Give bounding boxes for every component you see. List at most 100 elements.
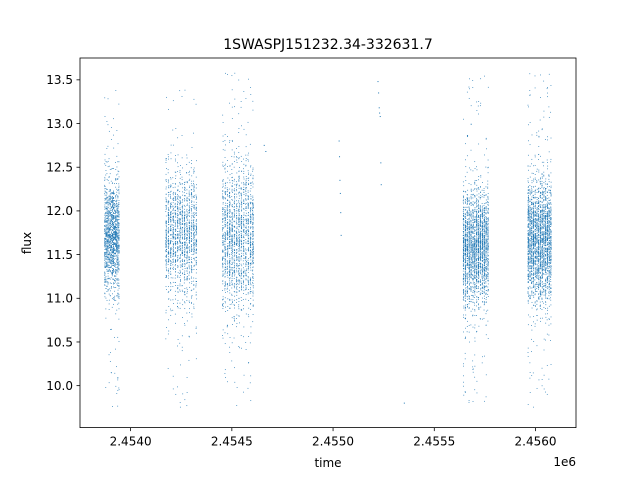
data-point [246, 261, 247, 263]
data-point [172, 206, 174, 208]
data-point [110, 220, 112, 222]
data-point [172, 228, 174, 230]
data-point [104, 198, 106, 199]
data-point [180, 364, 181, 366]
data-point [481, 290, 483, 292]
data-point [193, 189, 195, 191]
data-point [193, 277, 195, 279]
data-point [248, 248, 249, 250]
data-point [243, 308, 244, 310]
data-point [229, 233, 231, 235]
data-point [188, 300, 190, 302]
data-point [467, 233, 468, 235]
data-point [238, 217, 240, 219]
data-point [108, 243, 110, 244]
data-point [189, 202, 190, 204]
data-point [233, 337, 235, 339]
data-point [104, 217, 106, 219]
data-point [107, 224, 109, 225]
data-point [116, 366, 117, 368]
data-point [111, 247, 112, 249]
data-point [224, 234, 226, 236]
data-point [177, 223, 178, 225]
data-point [105, 248, 107, 249]
data-point [104, 262, 106, 264]
data-point [188, 221, 190, 223]
data-point [249, 265, 251, 267]
data-point [222, 219, 223, 220]
data-point [238, 290, 240, 292]
data-point [177, 238, 179, 240]
data-point [184, 292, 185, 294]
data-point [118, 191, 120, 193]
data-point [107, 246, 109, 247]
data-point [245, 288, 247, 290]
data-point [248, 214, 249, 216]
data-point [108, 227, 110, 229]
data-point [232, 251, 233, 253]
data-point [107, 264, 109, 266]
data-point [181, 335, 183, 337]
data-point [117, 389, 119, 391]
data-point [112, 182, 113, 184]
data-point [114, 234, 115, 236]
data-point [234, 240, 235, 242]
data-point [112, 205, 113, 207]
data-point [110, 250, 112, 252]
data-point [193, 225, 195, 227]
data-point [117, 264, 119, 265]
data-point [229, 223, 231, 224]
data-point [476, 239, 478, 241]
data-point [177, 246, 179, 247]
data-point [107, 273, 109, 274]
data-point [195, 231, 197, 233]
data-point [174, 236, 176, 238]
data-point [172, 187, 174, 189]
data-point [170, 239, 172, 241]
data-point [224, 224, 226, 226]
data-point [177, 197, 178, 199]
data-point [186, 208, 188, 210]
data-point [238, 274, 240, 276]
data-point [181, 248, 183, 250]
data-point [170, 217, 172, 218]
data-point [184, 301, 185, 303]
data-point [191, 271, 193, 273]
data-point [188, 195, 190, 197]
data-point [175, 230, 177, 232]
data-point [116, 283, 118, 285]
data-point [476, 213, 478, 215]
data-point [168, 231, 170, 233]
data-point [238, 248, 240, 250]
data-point [243, 271, 244, 272]
data-point [115, 219, 117, 221]
data-point [108, 158, 110, 160]
data-point [165, 230, 167, 232]
data-point [193, 235, 195, 237]
data-point [225, 256, 226, 257]
data-point [172, 194, 174, 196]
data-point [170, 221, 172, 223]
data-point [236, 196, 238, 198]
data-point [231, 228, 233, 230]
data-point [179, 276, 181, 278]
data-point [111, 257, 113, 259]
data-point [107, 261, 109, 263]
data-point [115, 212, 117, 214]
data-point [236, 181, 237, 183]
data-point [184, 227, 186, 228]
data-point [225, 306, 226, 308]
data-point [188, 248, 190, 250]
data-point [117, 223, 119, 225]
data-point [231, 222, 233, 224]
data-point [110, 255, 111, 257]
data-point [231, 204, 233, 205]
data-point [172, 216, 174, 218]
data-point [247, 178, 249, 179]
data-point [177, 210, 179, 212]
data-point [177, 162, 178, 164]
data-point [193, 280, 195, 282]
data-point [229, 272, 231, 273]
data-point [175, 128, 177, 129]
data-point [104, 275, 106, 276]
